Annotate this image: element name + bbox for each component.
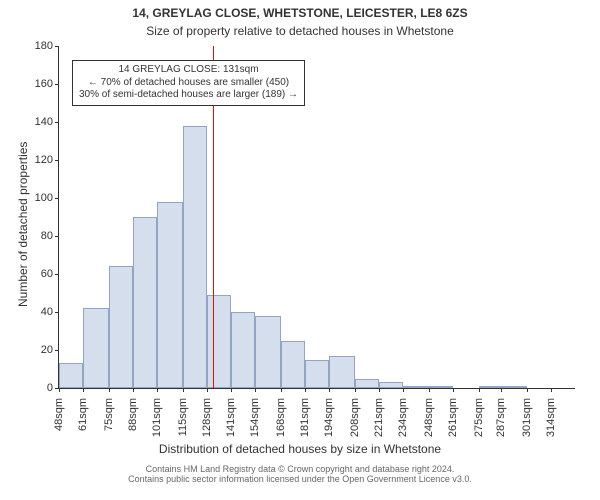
chart-footer: Contains HM Land Registry data © Crown c… bbox=[0, 464, 600, 484]
x-tick: 221sqm bbox=[373, 394, 385, 437]
histogram-bar bbox=[255, 316, 281, 388]
histogram-bar bbox=[109, 266, 133, 388]
footer-line-2: Contains public sector information licen… bbox=[0, 474, 600, 484]
y-tick: 80 bbox=[41, 230, 59, 242]
y-tick: 20 bbox=[41, 344, 59, 356]
histogram-bar bbox=[379, 382, 403, 388]
histogram-bar bbox=[281, 341, 305, 389]
histogram-bar bbox=[133, 217, 157, 388]
x-tick: 314sqm bbox=[545, 394, 557, 437]
histogram-bar bbox=[207, 295, 231, 388]
x-tick-mark bbox=[479, 388, 480, 392]
histogram-bar bbox=[231, 312, 255, 388]
annotation-line-1: 14 GREYLAG CLOSE: 131sqm bbox=[79, 64, 298, 77]
x-tick-mark bbox=[183, 388, 184, 392]
x-tick-mark bbox=[355, 388, 356, 392]
x-tick: 168sqm bbox=[275, 394, 287, 437]
x-tick: 248sqm bbox=[423, 394, 435, 437]
x-tick: 75sqm bbox=[103, 394, 115, 431]
histogram-bar bbox=[305, 360, 329, 389]
x-tick: 194sqm bbox=[323, 394, 335, 437]
x-tick-mark bbox=[207, 388, 208, 392]
y-tick: 160 bbox=[35, 78, 59, 90]
x-tick: 234sqm bbox=[397, 394, 409, 437]
x-tick: 61sqm bbox=[77, 394, 89, 431]
histogram-bar bbox=[157, 202, 183, 388]
x-tick: 181sqm bbox=[299, 394, 311, 437]
chart-title: 14, GREYLAG CLOSE, WHETSTONE, LEICESTER,… bbox=[0, 6, 600, 20]
x-tick-mark bbox=[157, 388, 158, 392]
x-tick-mark bbox=[379, 388, 380, 392]
x-tick: 275sqm bbox=[473, 394, 485, 437]
histogram-bar bbox=[83, 308, 109, 388]
x-tick-mark bbox=[429, 388, 430, 392]
x-tick-mark bbox=[231, 388, 232, 392]
histogram-bar bbox=[479, 386, 501, 388]
y-tick: 100 bbox=[35, 192, 59, 204]
x-tick: 141sqm bbox=[225, 394, 237, 437]
histogram-bar bbox=[355, 379, 379, 389]
histogram-bar bbox=[501, 386, 527, 388]
x-tick-mark bbox=[305, 388, 306, 392]
x-tick: 48sqm bbox=[53, 394, 65, 431]
histogram-bar bbox=[183, 126, 207, 388]
y-tick: 0 bbox=[47, 382, 59, 394]
x-tick: 301sqm bbox=[521, 394, 533, 437]
footer-line-1: Contains HM Land Registry data © Crown c… bbox=[0, 464, 600, 474]
histogram-bar bbox=[403, 386, 429, 388]
y-tick: 40 bbox=[41, 306, 59, 318]
x-tick-mark bbox=[255, 388, 256, 392]
x-tick-mark bbox=[59, 388, 60, 392]
x-tick: 154sqm bbox=[249, 394, 261, 437]
x-tick: 88sqm bbox=[127, 394, 139, 431]
x-tick-mark bbox=[83, 388, 84, 392]
x-tick-mark bbox=[109, 388, 110, 392]
y-tick: 120 bbox=[35, 154, 59, 166]
x-tick-mark bbox=[527, 388, 528, 392]
x-tick: 208sqm bbox=[349, 394, 361, 437]
y-axis-label: Number of detached properties bbox=[16, 142, 30, 307]
y-tick: 140 bbox=[35, 116, 59, 128]
histogram-chart: 14, GREYLAG CLOSE, WHETSTONE, LEICESTER,… bbox=[0, 0, 600, 500]
x-tick-mark bbox=[281, 388, 282, 392]
x-tick-mark bbox=[133, 388, 134, 392]
x-tick-mark bbox=[329, 388, 330, 392]
y-tick: 180 bbox=[35, 40, 59, 52]
x-tick: 261sqm bbox=[447, 394, 459, 437]
x-tick: 115sqm bbox=[177, 394, 189, 436]
chart-subtitle: Size of property relative to detached ho… bbox=[0, 24, 600, 38]
histogram-bar bbox=[329, 356, 355, 388]
annotation-box: 14 GREYLAG CLOSE: 131sqm ← 70% of detach… bbox=[72, 60, 305, 106]
x-tick-mark bbox=[551, 388, 552, 392]
y-tick: 60 bbox=[41, 268, 59, 280]
x-tick-mark bbox=[501, 388, 502, 392]
x-tick: 101sqm bbox=[151, 394, 163, 437]
histogram-bar bbox=[429, 386, 453, 388]
histogram-bar bbox=[59, 363, 83, 388]
x-axis-label: Distribution of detached houses by size … bbox=[0, 442, 600, 456]
annotation-line-3: 30% of semi-detached houses are larger (… bbox=[79, 89, 298, 102]
x-tick: 287sqm bbox=[495, 394, 507, 437]
x-tick-mark bbox=[453, 388, 454, 392]
x-tick-mark bbox=[403, 388, 404, 392]
annotation-line-2: ← 70% of detached houses are smaller (45… bbox=[79, 77, 298, 90]
x-tick: 128sqm bbox=[201, 394, 213, 437]
